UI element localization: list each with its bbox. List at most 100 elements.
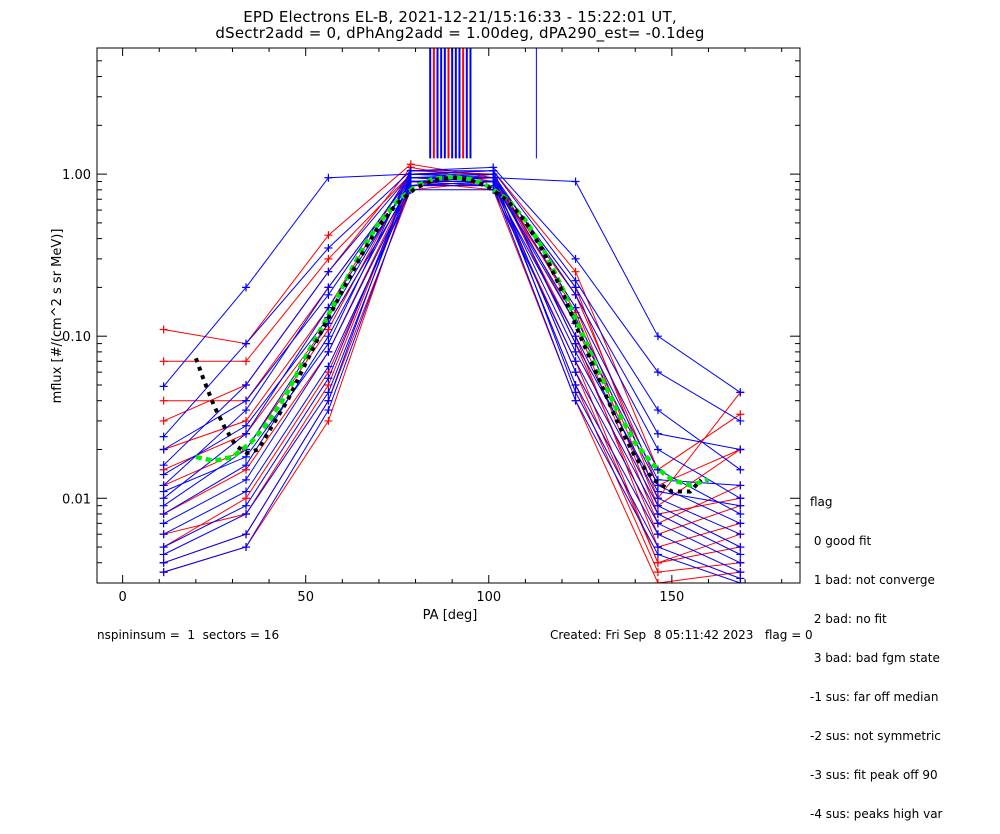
red-profile-line xyxy=(163,170,741,525)
blue-profile-point xyxy=(159,382,168,391)
red-profile-point xyxy=(571,267,580,276)
blue-profile-point xyxy=(736,481,745,490)
y-tick-label: 0.10 xyxy=(62,330,91,345)
blue-profile-point xyxy=(736,550,745,559)
blue-profile-point xyxy=(242,406,251,415)
legend-item: 1 bad: not converge xyxy=(810,573,935,587)
blue-profile-point xyxy=(736,388,745,397)
blue-profile-point xyxy=(242,509,251,518)
red-profile-point xyxy=(242,494,251,503)
blue-profile-point xyxy=(324,362,333,371)
red-profile-line xyxy=(163,173,741,535)
chart-subtitle: dSectr2add = 0, dPhAng2add = 1.00deg, dP… xyxy=(215,24,705,42)
blue-profile-point xyxy=(242,396,251,405)
blue-profile-point xyxy=(736,558,745,567)
x-tick-label: 150 xyxy=(659,590,684,605)
blue-profile-point xyxy=(653,429,662,438)
blue-profile-point xyxy=(653,501,662,510)
blue-profile-point xyxy=(159,550,168,559)
blue-profile-point xyxy=(324,283,333,292)
blue-profile-point xyxy=(653,406,662,415)
blue-profile-line xyxy=(163,173,741,579)
blue-profile-point xyxy=(242,429,251,438)
red-profile-point xyxy=(159,357,168,366)
red-profile-point xyxy=(653,558,662,567)
blue-profile-line xyxy=(163,181,741,573)
blue-profile-point xyxy=(324,267,333,276)
blue-profile-point xyxy=(571,332,580,341)
legend-item: 2 bad: no fit xyxy=(810,612,887,626)
blue-profile-point xyxy=(242,339,251,348)
blue-profile-point xyxy=(571,177,580,186)
blue-profile-point xyxy=(571,368,580,377)
red-profile-line xyxy=(163,170,741,471)
y-tick-label: 1.00 xyxy=(62,168,91,183)
blue-profile-point xyxy=(242,421,251,430)
blue-profile-point xyxy=(242,475,251,484)
blue-profile-point xyxy=(571,357,580,366)
y-axis-label: mflux [#/(cm^2 s sr MeV)] xyxy=(50,229,65,404)
blue-profile-point xyxy=(653,519,662,528)
red-profile-point xyxy=(159,396,168,405)
blue-profile-point xyxy=(736,494,745,503)
red-profile-point xyxy=(324,231,333,240)
flag-legend: flag 0 good fit 1 bad: not converge 2 ba… xyxy=(810,470,942,834)
blue-profile-point xyxy=(242,501,251,510)
blue-profile-point xyxy=(653,368,662,377)
blue-profile-point xyxy=(571,290,580,299)
blue-profile-point xyxy=(324,332,333,341)
legend-item: -1 sus: far off median xyxy=(810,690,939,704)
blue-profile-point xyxy=(159,509,168,518)
y-tick-label: 0.01 xyxy=(62,492,91,507)
pitch-angle-plot: 0 50 100 150 0.01 0.10 1.00 PA [deg] mflux [#/… xyxy=(50,47,801,623)
blue-profile-line xyxy=(163,185,741,583)
blue-profile-point xyxy=(324,406,333,415)
red-profile-point xyxy=(159,325,168,334)
blue-profile-point xyxy=(653,332,662,341)
red-profile-point xyxy=(653,568,662,577)
blue-profile-point xyxy=(159,432,168,441)
blue-profile-line xyxy=(163,166,741,437)
blue-profile-line xyxy=(163,180,741,548)
blue-profile-point xyxy=(159,519,168,528)
legend-item: -4 sus: peaks high var xyxy=(810,807,943,821)
blue-profile-point xyxy=(653,487,662,496)
blue-profile-point xyxy=(242,530,251,539)
blue-profile-point xyxy=(324,374,333,383)
red-profile-line xyxy=(163,180,741,583)
red-profile-point xyxy=(242,357,251,366)
legend-item: -3 sus: fit peak off 90 xyxy=(810,768,938,782)
data-layer xyxy=(159,48,745,583)
red-profile-point xyxy=(159,416,168,425)
red-profile-line xyxy=(163,177,741,507)
x-axis-label: PA [deg] xyxy=(423,608,478,623)
blue-profile-point xyxy=(653,494,662,503)
chart-title: EPD Electrons EL-B, 2021-12-21/15:16:33 … xyxy=(243,8,677,26)
blue-profile-point xyxy=(324,347,333,356)
blue-profile-point xyxy=(242,380,251,389)
blue-profile-line xyxy=(163,177,741,486)
blue-profile-line xyxy=(163,173,741,393)
blue-profile-point xyxy=(571,283,580,292)
blue-profile-line xyxy=(163,173,741,499)
blue-profile-line xyxy=(163,189,741,555)
legend-item: -2 sus: not symmetric xyxy=(810,729,941,743)
blue-profile-point xyxy=(324,173,333,182)
x-tick-label: 100 xyxy=(476,590,501,605)
blue-profile-point xyxy=(242,487,251,496)
red-profile-line xyxy=(163,166,741,487)
blue-profile-point xyxy=(159,494,168,503)
blue-profile-point xyxy=(571,396,580,405)
legend-title: flag xyxy=(810,495,833,509)
fit-layer xyxy=(194,174,710,494)
blue-profile-point xyxy=(159,501,168,510)
blue-profile-point xyxy=(489,173,498,182)
black-fit-curve xyxy=(194,175,703,494)
blue-profile-point xyxy=(736,445,745,454)
red-profile-point xyxy=(736,410,745,419)
axis-layer: 0 50 100 150 0.01 0.10 1.00 xyxy=(62,47,800,605)
blue-profile-point xyxy=(736,416,745,425)
blue-profile-point xyxy=(571,347,580,356)
blue-profile-point xyxy=(489,166,498,175)
blue-profile-point xyxy=(159,543,168,552)
